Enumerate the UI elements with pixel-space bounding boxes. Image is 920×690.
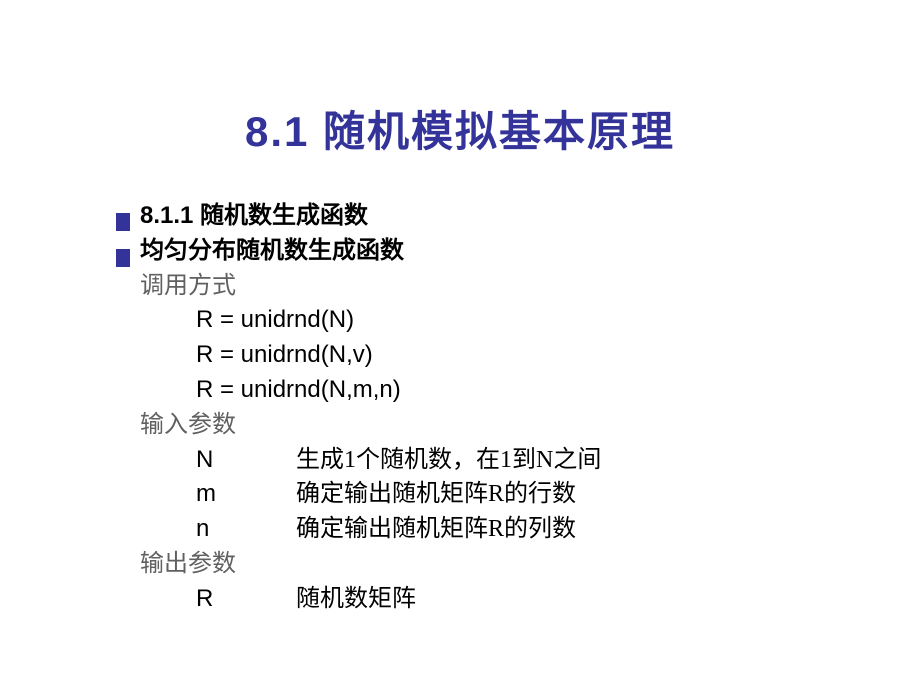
param-key: N	[196, 443, 296, 478]
call-line-3: R = unidrnd(N,m,n)	[196, 373, 920, 408]
param-key: m	[196, 477, 296, 512]
output-label: 输出参数	[140, 547, 920, 582]
call-line-2: R = unidrnd(N,v)	[196, 338, 920, 373]
slide-content: 8.1.1 随机数生成函数 均匀分布随机数生成函数 调用方式 R = unidr…	[120, 199, 920, 617]
input-label: 输入参数	[140, 408, 920, 443]
call-label: 调用方式	[140, 269, 920, 304]
param-key: R	[196, 582, 296, 617]
input-param-1: N生成1个随机数，在1到N之间	[196, 443, 920, 478]
call-line-1: R = unidrnd(N)	[196, 303, 920, 338]
param-desc: 生成1个随机数，在1到N之间	[296, 447, 601, 473]
decorative-bar-2	[116, 249, 130, 267]
input-param-2: m确定输出随机矩阵R的行数	[196, 477, 920, 512]
param-desc: 随机数矩阵	[296, 586, 416, 612]
output-param-1: R随机数矩阵	[196, 582, 920, 617]
decorative-bar-1	[116, 213, 130, 231]
section-heading: 8.1.1 随机数生成函数	[140, 199, 920, 234]
slide-title: 8.1 随机模拟基本原理	[0, 0, 920, 159]
param-desc: 确定输出随机矩阵R的列数	[296, 516, 576, 542]
param-desc: 确定输出随机矩阵R的行数	[296, 481, 576, 507]
param-key: n	[196, 512, 296, 547]
section-subtitle: 均匀分布随机数生成函数	[140, 234, 920, 269]
input-param-3: n确定输出随机矩阵R的列数	[196, 512, 920, 547]
